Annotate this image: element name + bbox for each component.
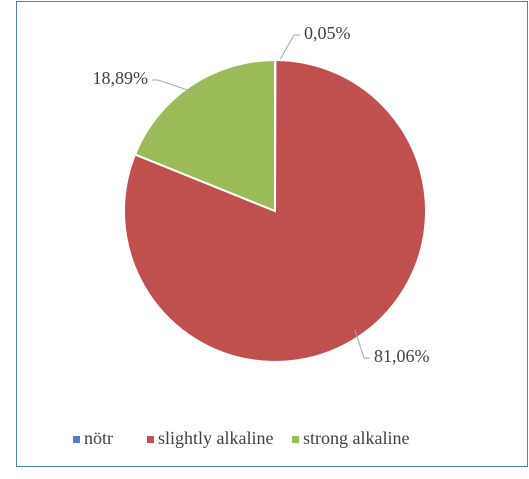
leader-line (152, 79, 196, 93)
data-label: 18,89% (93, 68, 149, 88)
legend-label: slightly alkaline (158, 428, 273, 448)
pie-slice (133, 58, 276, 213)
legend-label: nötr (84, 428, 113, 448)
leader-line (274, 34, 300, 69)
data-label: 0,05% (304, 23, 351, 43)
leader-line (354, 329, 370, 359)
legend-label: strong alkaline (303, 428, 409, 448)
data-label: 81,06% (374, 346, 430, 366)
legend-swatch (292, 436, 299, 443)
legend-swatch (73, 436, 80, 443)
legend-swatch (147, 436, 154, 443)
